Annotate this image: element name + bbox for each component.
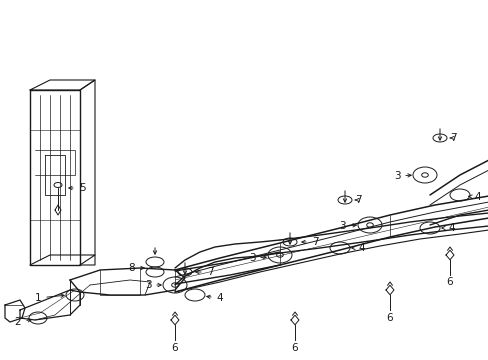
Text: 7: 7	[195, 267, 213, 277]
Text: 2: 2	[15, 317, 31, 327]
Text: 8: 8	[128, 263, 144, 273]
Text: 3: 3	[338, 221, 355, 231]
Text: 6: 6	[386, 313, 392, 323]
Text: 4: 4	[351, 243, 365, 253]
Text: 7: 7	[449, 133, 455, 143]
Text: 6: 6	[446, 277, 452, 287]
Text: 3: 3	[393, 171, 410, 181]
Text: 3: 3	[144, 280, 161, 290]
Text: 6: 6	[171, 343, 178, 353]
Text: 7: 7	[354, 195, 361, 205]
Text: 7: 7	[301, 237, 318, 247]
Text: 4: 4	[441, 223, 454, 233]
Text: 5: 5	[69, 183, 85, 193]
Text: 4: 4	[206, 293, 223, 303]
Text: 1: 1	[35, 293, 64, 303]
Text: 6: 6	[291, 343, 298, 353]
Text: 3: 3	[248, 253, 265, 263]
Text: 4: 4	[468, 192, 480, 202]
